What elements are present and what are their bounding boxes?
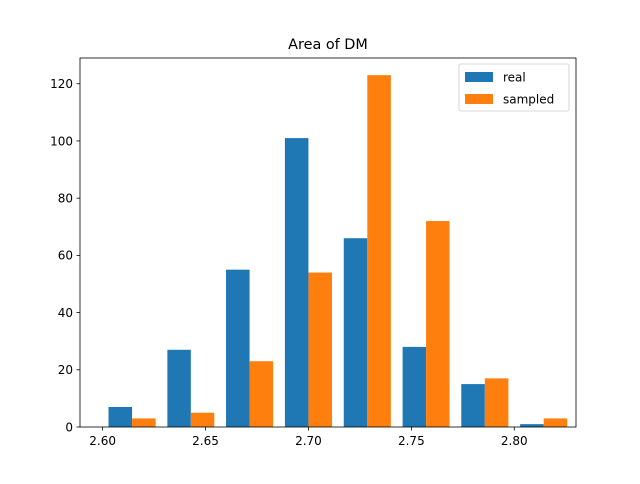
bar-sampled-3 <box>308 272 332 427</box>
legend-swatch-sampled <box>465 94 493 104</box>
bar-sampled-1 <box>190 412 215 427</box>
legend: real sampled <box>458 63 570 112</box>
bar-sampled-0 <box>132 418 156 427</box>
x-tick-label-3: 2.75 <box>398 434 425 448</box>
y-tick-label-3: 60 <box>58 249 73 263</box>
y-tick-label-6: 120 <box>50 77 73 91</box>
bar-real-6 <box>461 384 485 427</box>
x-tick-label-4: 2.80 <box>501 434 528 448</box>
y-axis: 0 20 40 60 80 100 120 <box>50 77 80 434</box>
chart-title: Area of DM <box>288 37 368 53</box>
y-tick-label-1: 20 <box>58 363 73 377</box>
bar-real-3 <box>284 138 309 427</box>
x-tick-label-2: 2.70 <box>295 434 322 448</box>
x-tick-label-0: 2.60 <box>89 434 116 448</box>
x-tick-label-1: 2.65 <box>192 434 219 448</box>
legend-label-real: real <box>503 71 526 85</box>
y-tick-label-4: 80 <box>58 191 73 205</box>
bar-sampled-5 <box>426 221 450 427</box>
bar-sampled-7 <box>543 418 568 427</box>
bar-sampled-4 <box>367 75 391 427</box>
bar-real-0 <box>108 406 133 427</box>
bar-real-5 <box>402 346 427 427</box>
bar-sampled-6 <box>484 378 509 427</box>
bar-real-2 <box>226 269 250 427</box>
y-tick-label-2: 40 <box>58 306 73 320</box>
y-tick-label-5: 100 <box>50 134 73 148</box>
legend-label-sampled: sampled <box>503 93 554 107</box>
bar-real-1 <box>167 349 191 427</box>
legend-swatch-real <box>465 72 493 82</box>
bar-real-7 <box>520 424 544 427</box>
bars-group <box>108 75 568 427</box>
bar-real-4 <box>343 238 368 427</box>
bar-sampled-2 <box>249 361 274 427</box>
y-tick-label-0: 0 <box>65 420 73 434</box>
x-axis: 2.60 2.65 2.70 2.75 2.80 <box>89 427 528 448</box>
plot-frame <box>79 57 577 428</box>
